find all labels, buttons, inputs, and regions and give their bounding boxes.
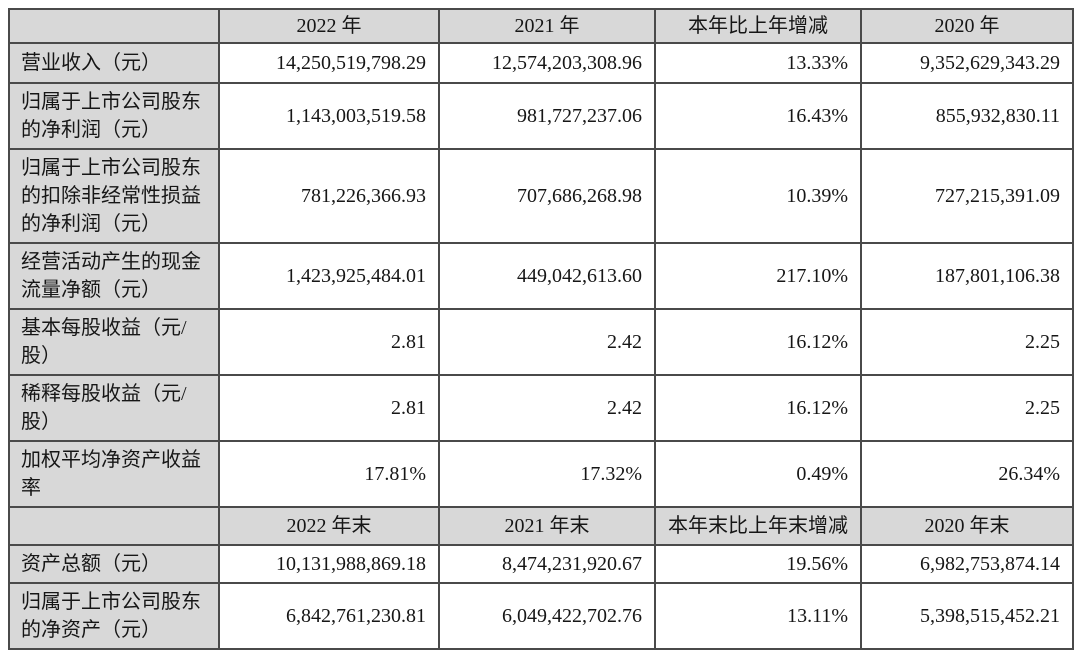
cell-value: 16.12% <box>654 374 862 442</box>
cell-value: 6,049,422,702.76 <box>438 582 656 650</box>
cell-value: 727,215,391.09 <box>860 148 1074 244</box>
table-row-net-profit-excl-nonrecurring: 归属于上市公司股东的扣除非经常性损益的净利润（元） 781,226,366.93… <box>8 148 1074 244</box>
row-label: 归属于上市公司股东的净利润（元） <box>8 82 220 150</box>
cell-value: 2.42 <box>438 374 656 442</box>
cell-value: 19.56% <box>654 544 862 584</box>
cell-value: 8,474,231,920.67 <box>438 544 656 584</box>
row-label: 基本每股收益（元/股） <box>8 308 220 376</box>
table-row-total-assets: 资产总额（元） 10,131,988,869.18 8,474,231,920.… <box>8 544 1074 584</box>
table-row-revenue: 营业收入（元） 14,250,519,798.29 12,574,203,308… <box>8 42 1074 84</box>
cell-value: 13.11% <box>654 582 862 650</box>
row-label: 归属于上市公司股东的净资产（元） <box>8 582 220 650</box>
cell-value: 707,686,268.98 <box>438 148 656 244</box>
cell-value: 2.25 <box>860 374 1074 442</box>
cell-value: 14,250,519,798.29 <box>218 42 440 84</box>
cell-value: 2.42 <box>438 308 656 376</box>
table-header-row-annual: 2022 年 2021 年 本年比上年增减 2020 年 <box>8 8 1074 44</box>
cell-value: 2.25 <box>860 308 1074 376</box>
col-header-yoy-change: 本年比上年增减 <box>654 8 862 44</box>
row-label: 资产总额（元） <box>8 544 220 584</box>
col-header-year-end-change: 本年末比上年末增减 <box>654 506 862 546</box>
table-row-diluted-eps: 稀释每股收益（元/股） 2.81 2.42 16.12% 2.25 <box>8 374 1074 442</box>
table-row-net-profit: 归属于上市公司股东的净利润（元） 1,143,003,519.58 981,72… <box>8 82 1074 150</box>
corner-cell <box>8 8 220 44</box>
cell-value: 2.81 <box>218 374 440 442</box>
cell-value: 449,042,613.60 <box>438 242 656 310</box>
cell-value: 10,131,988,869.18 <box>218 544 440 584</box>
cell-value: 17.32% <box>438 440 656 508</box>
cell-value: 855,932,830.11 <box>860 82 1074 150</box>
corner-cell <box>8 506 220 546</box>
cell-value: 217.10% <box>654 242 862 310</box>
row-label: 营业收入（元） <box>8 42 220 84</box>
cell-value: 26.34% <box>860 440 1074 508</box>
cell-value: 187,801,106.38 <box>860 242 1074 310</box>
cell-value: 10.39% <box>654 148 862 244</box>
table-row-net-assets: 归属于上市公司股东的净资产（元） 6,842,761,230.81 6,049,… <box>8 582 1074 650</box>
cell-value: 9,352,629,343.29 <box>860 42 1074 84</box>
cell-value: 5,398,515,452.21 <box>860 582 1074 650</box>
cell-value: 16.43% <box>654 82 862 150</box>
table-row-basic-eps: 基本每股收益（元/股） 2.81 2.42 16.12% 2.25 <box>8 308 1074 376</box>
cell-value: 6,842,761,230.81 <box>218 582 440 650</box>
row-label: 归属于上市公司股东的扣除非经常性损益的净利润（元） <box>8 148 220 244</box>
cell-value: 16.12% <box>654 308 862 376</box>
cell-value: 12,574,203,308.96 <box>438 42 656 84</box>
cell-value: 2.81 <box>218 308 440 376</box>
cell-value: 781,226,366.93 <box>218 148 440 244</box>
cell-value: 17.81% <box>218 440 440 508</box>
col-header-2021: 2021 年 <box>438 8 656 44</box>
row-label: 稀释每股收益（元/股） <box>8 374 220 442</box>
col-header-2020-end: 2020 年末 <box>860 506 1074 546</box>
col-header-2022: 2022 年 <box>218 8 440 44</box>
table-header-row-year-end: 2022 年末 2021 年末 本年末比上年末增减 2020 年末 <box>8 506 1074 546</box>
table-row-weighted-avg-roe: 加权平均净资产收益率 17.81% 17.32% 0.49% 26.34% <box>8 440 1074 508</box>
cell-value: 0.49% <box>654 440 862 508</box>
cell-value: 6,982,753,874.14 <box>860 544 1074 584</box>
cell-value: 13.33% <box>654 42 862 84</box>
cell-value: 1,143,003,519.58 <box>218 82 440 150</box>
row-label: 经营活动产生的现金流量净额（元） <box>8 242 220 310</box>
cell-value: 1,423,925,484.01 <box>218 242 440 310</box>
col-header-2021-end: 2021 年末 <box>438 506 656 546</box>
cell-value: 981,727,237.06 <box>438 82 656 150</box>
row-label: 加权平均净资产收益率 <box>8 440 220 508</box>
financial-summary-table: 2022 年 2021 年 本年比上年增减 2020 年 营业收入（元） 14,… <box>8 8 1074 650</box>
col-header-2022-end: 2022 年末 <box>218 506 440 546</box>
col-header-2020: 2020 年 <box>860 8 1074 44</box>
table-row-operating-cash-flow: 经营活动产生的现金流量净额（元） 1,423,925,484.01 449,04… <box>8 242 1074 310</box>
